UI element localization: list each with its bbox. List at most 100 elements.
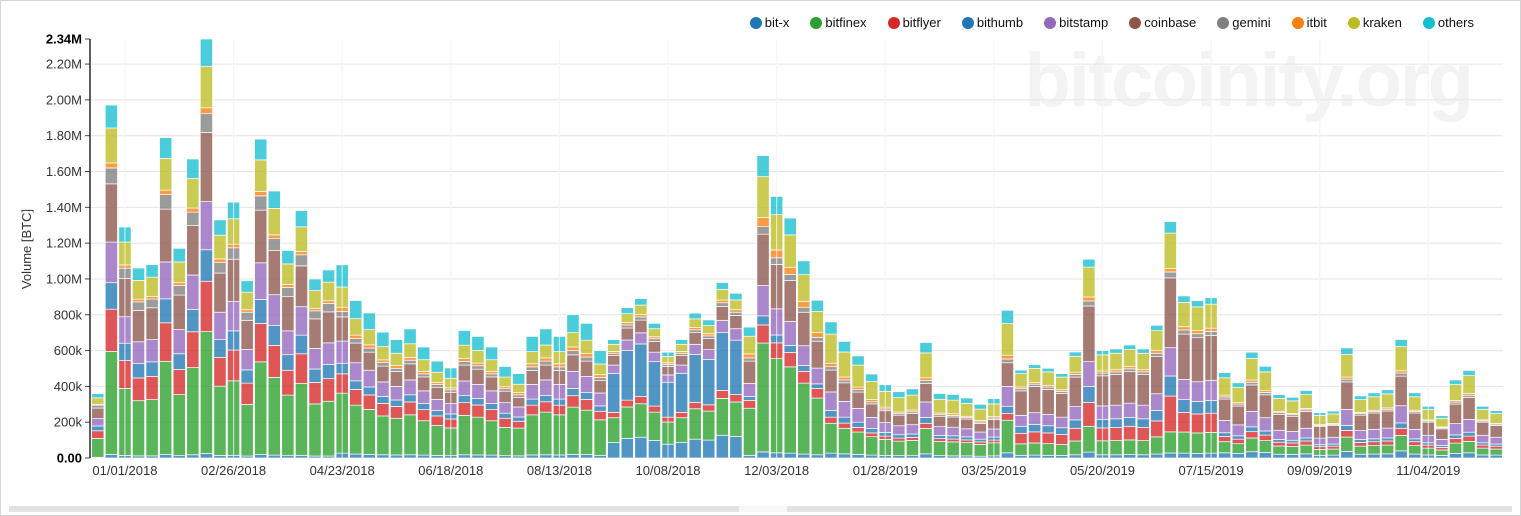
- bar-segment-bitstamp[interactable]: [1163, 347, 1177, 377]
- bar-segment-coinbase[interactable]: [1068, 376, 1082, 407]
- bar-segment-bit-x[interactable]: [1394, 450, 1408, 459]
- bar-segment-coinbase[interactable]: [322, 311, 336, 344]
- bar-segment-bitflyer[interactable]: [389, 406, 403, 419]
- bar-segment-bitflyer[interactable]: [1408, 441, 1422, 446]
- bar-segment-bitstamp[interactable]: [471, 384, 485, 399]
- bar-segment-coinbase[interactable]: [186, 225, 200, 276]
- bar-segment-coinbase[interactable]: [838, 382, 852, 402]
- bar-segment-itbit[interactable]: [132, 298, 146, 303]
- bar-segment-bitfinex[interactable]: [1299, 444, 1313, 455]
- bar-segment-bit-x[interactable]: [1408, 453, 1422, 459]
- bar-segment-bitstamp[interactable]: [702, 349, 716, 360]
- bar-segment-bitflyer[interactable]: [620, 399, 634, 408]
- bar-segment-bitflyer[interactable]: [485, 409, 499, 422]
- bar-segment-bit-x[interactable]: [1286, 454, 1300, 459]
- bar-segment-coinbase[interactable]: [960, 418, 974, 430]
- bar-segment-itbit[interactable]: [539, 357, 553, 362]
- bar-segment-gemini[interactable]: [729, 311, 743, 316]
- bar-segment-bithumb[interactable]: [1272, 439, 1286, 443]
- bar-segment-kraken[interactable]: [729, 299, 743, 311]
- bar-segment-bithumb[interactable]: [471, 398, 485, 406]
- bar-segment-bithumb[interactable]: [91, 425, 105, 432]
- bar-segment-bitflyer[interactable]: [1041, 432, 1055, 445]
- bar-segment-bitstamp[interactable]: [308, 348, 322, 370]
- bar-segment-bitfinex[interactable]: [1326, 448, 1340, 456]
- bar-segment-kraken[interactable]: [675, 343, 689, 352]
- bar-segment-others[interactable]: [199, 38, 213, 67]
- bar-segment-bithumb[interactable]: [1231, 435, 1245, 440]
- bar-segment-others[interactable]: [1462, 370, 1476, 376]
- bar-segment-coinbase[interactable]: [702, 338, 716, 351]
- bar-segment-bitstamp[interactable]: [1353, 430, 1367, 440]
- bar-segment-bithumb[interactable]: [1258, 430, 1272, 436]
- bar-segment-bitflyer[interactable]: [1136, 427, 1150, 441]
- bar-segment-bitstamp[interactable]: [417, 390, 431, 404]
- bar-segment-gemini[interactable]: [199, 113, 213, 133]
- bar-segment-bithumb[interactable]: [254, 299, 268, 324]
- bar-segment-coinbase[interactable]: [1014, 390, 1028, 416]
- bar-segment-gemini[interactable]: [1000, 358, 1014, 364]
- bar-segment-kraken[interactable]: [688, 318, 702, 328]
- bar-segment-others[interactable]: [1028, 364, 1042, 369]
- bar-segment-bitfinex[interactable]: [1462, 440, 1476, 454]
- bar-segment-bitfinex[interactable]: [1245, 437, 1259, 453]
- bar-segment-bitstamp[interactable]: [1218, 420, 1232, 434]
- bar-segment-coinbase[interactable]: [91, 407, 105, 419]
- bar-segment-bitstamp[interactable]: [810, 367, 824, 385]
- bar-segment-others[interactable]: [634, 298, 648, 306]
- bar-segment-others[interactable]: [1381, 389, 1395, 395]
- bar-segment-bithumb[interactable]: [1218, 432, 1232, 437]
- bar-segment-coinbase[interactable]: [634, 319, 648, 334]
- bar-segment-kraken[interactable]: [960, 403, 974, 417]
- bar-segment-gemini[interactable]: [742, 357, 756, 362]
- bar-segment-bitflyer[interactable]: [702, 404, 716, 412]
- bar-segment-kraken[interactable]: [1082, 266, 1096, 298]
- bar-segment-kraken[interactable]: [1299, 394, 1313, 409]
- bar-segment-bitflyer[interactable]: [91, 430, 105, 439]
- bar-segment-kraken[interactable]: [1476, 408, 1490, 421]
- bar-segment-kraken[interactable]: [485, 359, 499, 372]
- bar-segment-bitstamp[interactable]: [729, 328, 743, 341]
- bar-segment-bitstamp[interactable]: [145, 339, 159, 363]
- bar-segment-bit-x[interactable]: [1014, 454, 1028, 459]
- bar-segment-itbit[interactable]: [756, 217, 770, 228]
- bar-segment-gemini[interactable]: [634, 316, 648, 321]
- bar-segment-others[interactable]: [1448, 379, 1462, 385]
- bar-segment-kraken[interactable]: [539, 344, 553, 359]
- bar-segment-bitfinex[interactable]: [1381, 444, 1395, 455]
- bar-segment-bit-x[interactable]: [919, 453, 933, 459]
- bar-segment-bitfinex[interactable]: [580, 409, 594, 455]
- bar-segment-gemini[interactable]: [281, 287, 295, 298]
- bar-segment-bitfinex[interactable]: [620, 406, 634, 439]
- bar-segment-others[interactable]: [1231, 382, 1245, 388]
- bar-segment-others[interactable]: [960, 397, 974, 404]
- bar-segment-itbit[interactable]: [213, 258, 227, 263]
- bar-segment-others[interactable]: [1082, 258, 1096, 268]
- bar-segment-bitfinex[interactable]: [1177, 431, 1191, 454]
- bar-segment-others[interactable]: [1367, 392, 1381, 398]
- bar-segment-bit-x[interactable]: [1028, 454, 1042, 459]
- bar-segment-bitflyer[interactable]: [810, 388, 824, 399]
- bar-segment-bithumb[interactable]: [838, 416, 852, 424]
- bar-segment-itbit[interactable]: [593, 374, 607, 378]
- bar-segment-others[interactable]: [1014, 369, 1028, 375]
- bar-segment-bitstamp[interactable]: [1109, 404, 1123, 420]
- bar-segment-gemini[interactable]: [294, 254, 308, 267]
- bar-segment-others[interactable]: [186, 158, 200, 179]
- bar-segment-bitstamp[interactable]: [457, 380, 471, 397]
- bar-segment-others[interactable]: [756, 155, 770, 178]
- bar-segment-others[interactable]: [892, 391, 906, 399]
- bar-segment-coinbase[interactable]: [783, 280, 797, 322]
- bar-segment-bitfinex[interactable]: [1123, 439, 1137, 455]
- bar-segment-bitstamp[interactable]: [607, 364, 621, 374]
- bar-segment-others[interactable]: [688, 312, 702, 320]
- bar-segment-bitflyer[interactable]: [1394, 427, 1408, 436]
- bar-segment-bithumb[interactable]: [512, 416, 526, 422]
- bar-segment-bithumb[interactable]: [946, 435, 960, 440]
- bar-segment-itbit[interactable]: [199, 107, 213, 115]
- bar-segment-bithumb[interactable]: [892, 434, 906, 439]
- bar-segment-bitflyer[interactable]: [1299, 440, 1313, 446]
- bar-segment-others[interactable]: [715, 282, 729, 290]
- bar-segment-bitfinex[interactable]: [1041, 443, 1055, 456]
- bar-segment-kraken[interactable]: [892, 397, 906, 413]
